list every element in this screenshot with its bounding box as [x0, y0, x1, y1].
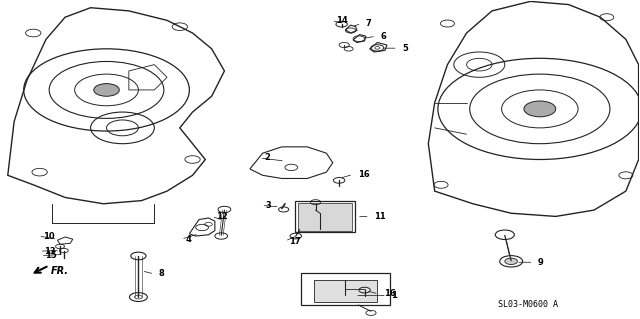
- Bar: [314, 280, 378, 302]
- Circle shape: [94, 84, 119, 96]
- Text: 3: 3: [266, 201, 271, 210]
- Text: 16: 16: [358, 170, 369, 179]
- Text: 6: 6: [381, 32, 387, 41]
- Text: 13: 13: [44, 247, 56, 256]
- Text: 16: 16: [384, 289, 396, 298]
- Circle shape: [524, 101, 556, 117]
- Text: 8: 8: [159, 270, 164, 278]
- Text: 9: 9: [538, 258, 543, 267]
- Text: 17: 17: [289, 237, 301, 246]
- Bar: [298, 203, 352, 231]
- Text: SL03-M0600 A: SL03-M0600 A: [499, 300, 559, 309]
- Text: 14: 14: [336, 16, 348, 25]
- Text: 12: 12: [216, 212, 228, 221]
- Text: 7: 7: [366, 19, 372, 28]
- Text: 1: 1: [392, 291, 397, 300]
- Text: 5: 5: [402, 44, 408, 53]
- Text: 4: 4: [186, 235, 191, 244]
- Bar: [301, 273, 390, 305]
- Bar: [294, 201, 355, 232]
- Text: 10: 10: [43, 232, 54, 241]
- Text: 2: 2: [264, 153, 270, 162]
- Text: FR.: FR.: [51, 266, 69, 276]
- Text: 15: 15: [45, 251, 57, 260]
- Circle shape: [505, 258, 518, 264]
- Text: 11: 11: [374, 212, 386, 221]
